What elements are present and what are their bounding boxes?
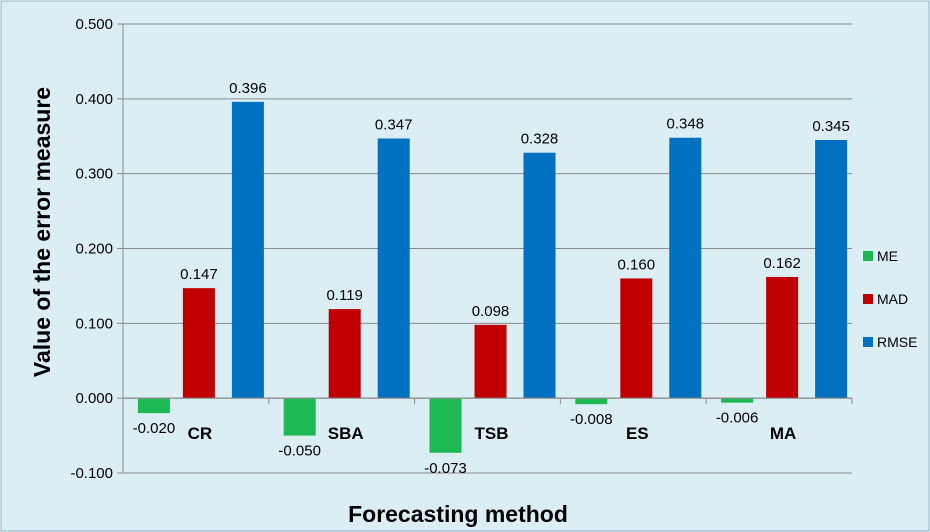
bar-me-ma [721,398,754,403]
data-label: 0.348 [667,116,705,133]
x-axis-title: Forecasting method [348,501,568,527]
data-label: 0.396 [229,80,267,97]
bar-rmse-ma [815,139,848,399]
axes: -0.100 0.000 0.100 0.200 0.300 0.400 0.500 [70,16,853,482]
bar-rmse-tsb [523,152,556,399]
data-label: -0.008 [570,411,613,428]
y-axis-title: Value of the error measure [29,87,55,377]
data-label: 0.347 [375,116,413,133]
y-tick-label: 0.200 [75,241,113,258]
data-label: 0.119 [326,287,362,304]
data-label: 0.328 [521,131,559,148]
y-tick-label: 0.500 [75,16,113,33]
x-category-label: TSB [475,424,509,443]
x-category-label: MA [770,424,796,443]
bar-me-cr [137,398,170,414]
y-tick-label: 0.000 [75,390,113,407]
y-tick-label: 0.100 [75,315,113,332]
legend-swatch-me [863,251,873,261]
bar-mad-ma [766,276,799,399]
y-tick-label: 0.400 [75,91,113,108]
data-label: 0.162 [763,255,801,272]
bar-mad-es [620,278,653,399]
legend-swatch-mad [863,294,873,304]
bar-mad-cr [182,288,215,399]
data-label: 0.147 [180,266,218,283]
legend-label-me: ME [877,248,898,264]
bar-rmse-cr [231,101,264,399]
data-label: -0.050 [278,443,321,460]
data-label: 0.160 [618,256,656,273]
legend-label-mad: MAD [877,291,908,307]
legend-swatch-rmse [863,337,873,347]
legend: ME MAD RMSE [863,248,917,350]
legend-label-rmse: RMSE [877,334,917,350]
bar-me-es [575,398,608,405]
data-label: 0.345 [812,118,850,135]
data-label: -0.006 [716,410,759,427]
x-category-label: ES [626,424,649,443]
bar-rmse-sba [377,138,410,399]
data-label: -0.020 [133,420,176,437]
bars [137,101,848,453]
data-labels: -0.020 0.147 0.396 CR -0.050 0.119 0.347 SBA -0.… [133,80,850,477]
bar-me-sba [283,398,316,436]
x-category-label: CR [188,424,213,443]
data-label: 0.098 [472,303,510,320]
bar-rmse-es [669,137,702,399]
y-tick-label: -0.100 [70,465,113,482]
data-label: -0.073 [424,460,467,477]
bar-mad-sba [328,309,361,399]
bar-me-tsb [429,398,462,453]
x-category-label: SBA [328,424,364,443]
bar-mad-tsb [474,324,507,399]
y-tick-label: 0.300 [75,166,113,183]
